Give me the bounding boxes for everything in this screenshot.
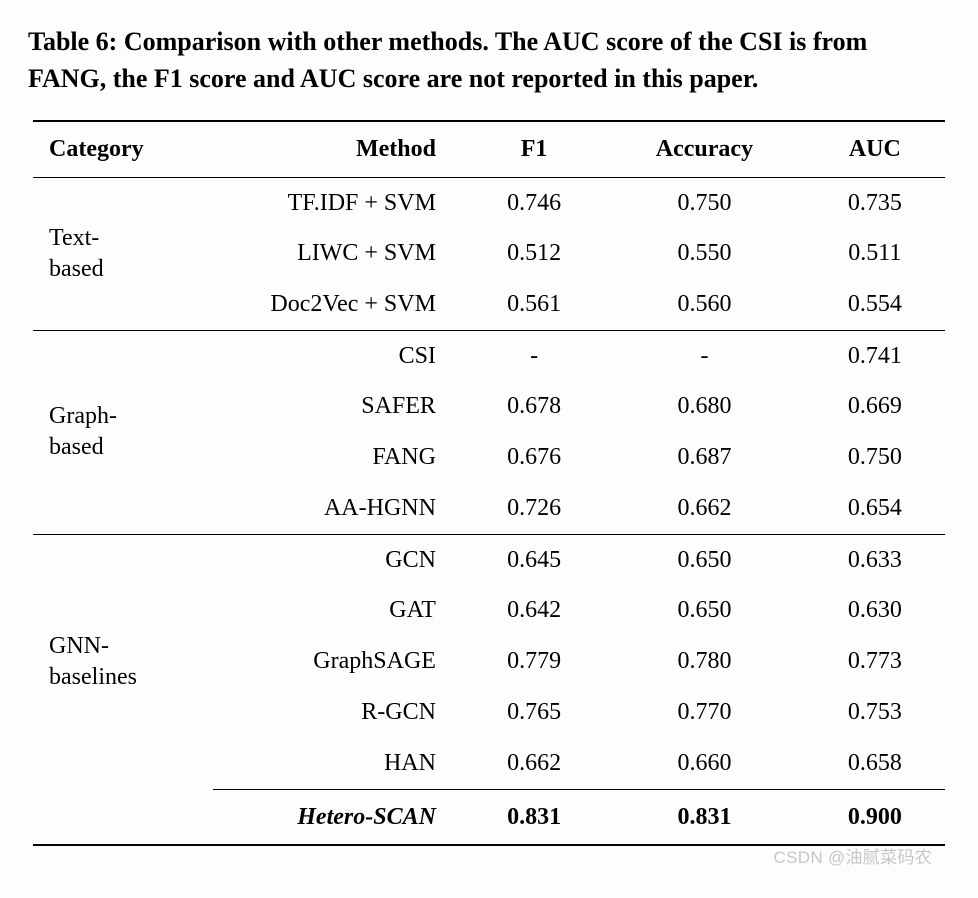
f1-cell: 0.642 xyxy=(464,585,604,636)
method-cell: CSI xyxy=(213,330,464,381)
table-row: GNN-baselines GCN 0.645 0.650 0.633 xyxy=(33,534,945,585)
th-auc: AUC xyxy=(805,121,945,178)
auc-cell: 0.669 xyxy=(805,381,945,432)
auc-cell: 0.750 xyxy=(805,432,945,483)
method-cell: GCN xyxy=(213,534,464,585)
auc-cell: 0.654 xyxy=(805,483,945,534)
method-cell: FANG xyxy=(213,432,464,483)
method-cell: LIWC + SVM xyxy=(213,228,464,279)
f1-cell: 0.561 xyxy=(464,279,604,330)
f1-cell: 0.645 xyxy=(464,534,604,585)
accuracy-cell: 0.770 xyxy=(604,687,804,738)
auc-cell: 0.633 xyxy=(805,534,945,585)
f1-cell: 0.779 xyxy=(464,636,604,687)
th-f1: F1 xyxy=(464,121,604,178)
auc-cell: 0.630 xyxy=(805,585,945,636)
auc-cell: 0.511 xyxy=(805,228,945,279)
method-cell: TF.IDF + SVM xyxy=(213,177,464,228)
accuracy-cell: 0.650 xyxy=(604,585,804,636)
auc-cell: 0.735 xyxy=(805,177,945,228)
f1-cell: 0.662 xyxy=(464,738,604,789)
auc-cell: 0.900 xyxy=(805,789,945,845)
auc-cell: 0.741 xyxy=(805,330,945,381)
table-row: Text-based TF.IDF + SVM 0.746 0.750 0.73… xyxy=(33,177,945,228)
table-row: Graph-based CSI - - 0.741 xyxy=(33,330,945,381)
f1-cell: 0.512 xyxy=(464,228,604,279)
th-accuracy: Accuracy xyxy=(604,121,804,178)
accuracy-cell: 0.687 xyxy=(604,432,804,483)
f1-cell: - xyxy=(464,330,604,381)
f1-cell: 0.765 xyxy=(464,687,604,738)
method-cell: GAT xyxy=(213,585,464,636)
category-cell: GNN-baselines xyxy=(33,534,213,789)
accuracy-cell: 0.780 xyxy=(604,636,804,687)
accuracy-cell: 0.650 xyxy=(604,534,804,585)
f1-cell: 0.726 xyxy=(464,483,604,534)
th-method: Method xyxy=(213,121,464,178)
method-cell: GraphSAGE xyxy=(213,636,464,687)
method-cell: AA-HGNN xyxy=(213,483,464,534)
table-caption: Table 6: Comparison with other methods. … xyxy=(28,24,950,98)
accuracy-cell: - xyxy=(604,330,804,381)
f1-cell: 0.676 xyxy=(464,432,604,483)
accuracy-cell: 0.750 xyxy=(604,177,804,228)
accuracy-cell: 0.831 xyxy=(604,789,804,845)
table-row-final: Hetero-SCAN 0.831 0.831 0.900 xyxy=(33,789,945,845)
category-cell xyxy=(33,789,213,845)
f1-cell: 0.746 xyxy=(464,177,604,228)
method-cell: SAFER xyxy=(213,381,464,432)
auc-cell: 0.753 xyxy=(805,687,945,738)
accuracy-cell: 0.560 xyxy=(604,279,804,330)
method-cell: Hetero-SCAN xyxy=(213,789,464,845)
f1-cell: 0.831 xyxy=(464,789,604,845)
accuracy-cell: 0.660 xyxy=(604,738,804,789)
category-cell: Graph-based xyxy=(33,330,213,534)
accuracy-cell: 0.662 xyxy=(604,483,804,534)
th-category: Category xyxy=(33,121,213,178)
auc-cell: 0.554 xyxy=(805,279,945,330)
table-header-row: Category Method F1 Accuracy AUC xyxy=(33,121,945,178)
method-cell: HAN xyxy=(213,738,464,789)
method-cell: Doc2Vec + SVM xyxy=(213,279,464,330)
method-cell: R-GCN xyxy=(213,687,464,738)
f1-cell: 0.678 xyxy=(464,381,604,432)
watermark-text: CSDN @油腻菜码农 xyxy=(774,843,932,868)
accuracy-cell: 0.680 xyxy=(604,381,804,432)
comparison-table: Category Method F1 Accuracy AUC Text-bas… xyxy=(33,120,945,847)
accuracy-cell: 0.550 xyxy=(604,228,804,279)
category-cell: Text-based xyxy=(33,177,213,330)
auc-cell: 0.658 xyxy=(805,738,945,789)
auc-cell: 0.773 xyxy=(805,636,945,687)
